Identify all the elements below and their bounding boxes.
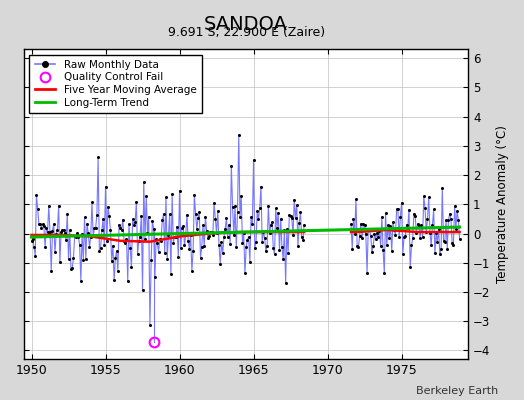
Title: SANDOA: SANDOA <box>204 15 288 34</box>
Text: 9.691 S, 22.900 E (Zaire): 9.691 S, 22.900 E (Zaire) <box>168 26 325 39</box>
Y-axis label: Temperature Anomaly (°C): Temperature Anomaly (°C) <box>496 125 509 283</box>
Legend: Raw Monthly Data, Quality Control Fail, Five Year Moving Average, Long-Term Tren: Raw Monthly Data, Quality Control Fail, … <box>29 55 202 113</box>
Text: Berkeley Earth: Berkeley Earth <box>416 386 498 396</box>
